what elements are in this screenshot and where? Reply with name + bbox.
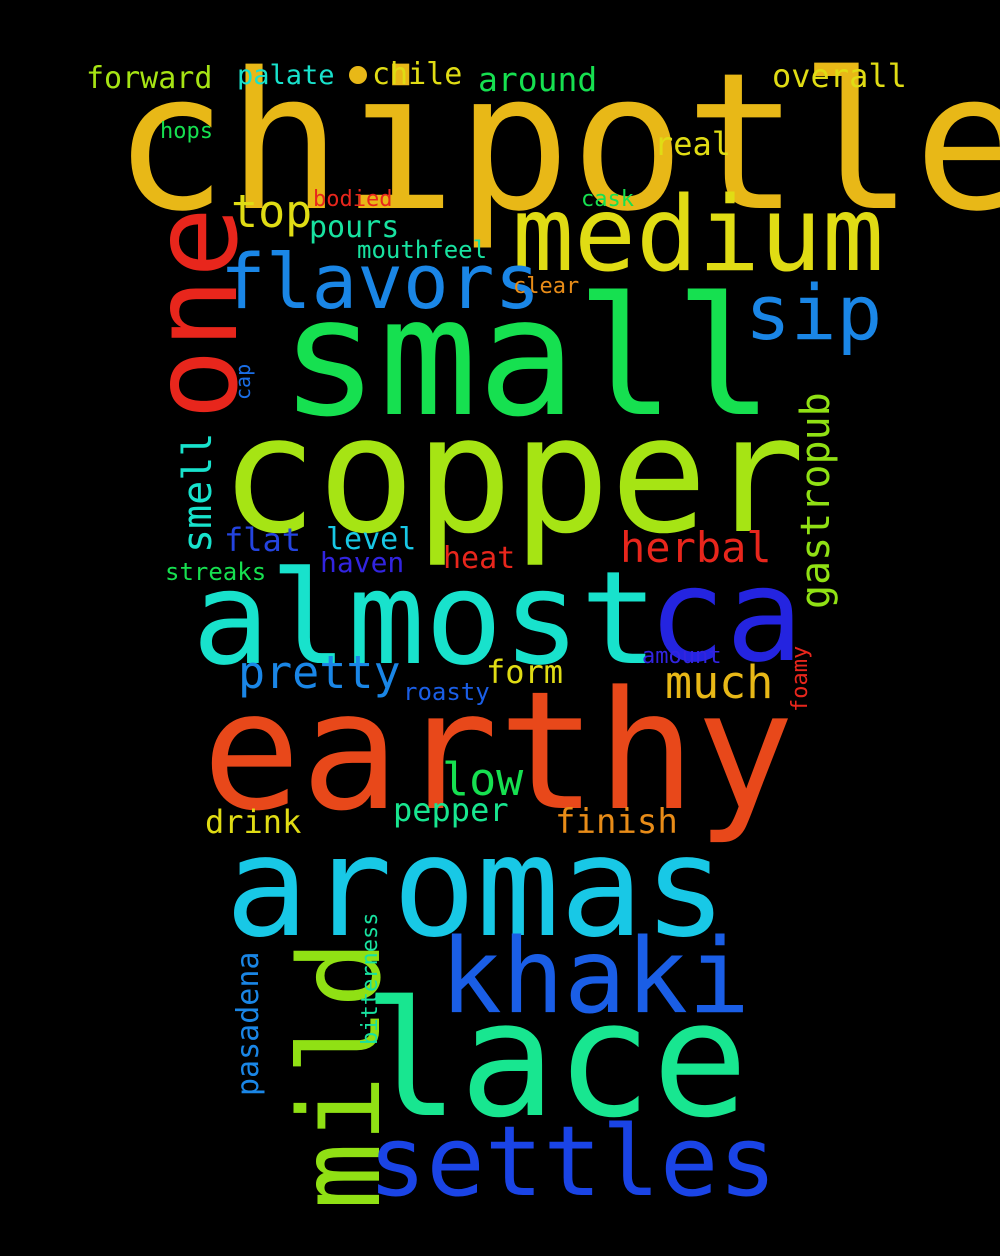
word-chipotle: chipotle — [113, 32, 1000, 253]
word-flavors: flavors — [220, 237, 541, 326]
word-palate: palate — [237, 60, 335, 91]
word-pours: pours — [309, 210, 400, 245]
word-streaks: streaks — [165, 558, 267, 586]
word-lace: lace — [363, 966, 749, 1153]
word-much: much — [665, 656, 774, 709]
word-heat: heat — [443, 541, 516, 576]
word-around: around — [478, 60, 598, 99]
word-mouthfeel: mouthfeel — [357, 236, 488, 264]
word-clear: clear — [513, 274, 580, 299]
dot-mark — [349, 66, 367, 84]
word-finish: finish — [555, 802, 678, 842]
word-foamy: foamy — [788, 645, 813, 712]
word-aromas: aromas — [225, 806, 728, 968]
word-pepper: pepper — [393, 791, 509, 829]
word-roasty: roasty — [403, 678, 490, 706]
word-medium: medium — [512, 175, 885, 295]
word-cask: cask — [581, 187, 634, 212]
word-earthy: earthy — [202, 656, 795, 847]
word-level: level — [326, 522, 417, 557]
word-real: real — [654, 125, 732, 163]
word-small: small — [280, 262, 774, 453]
word-bodied: bodied — [313, 187, 393, 212]
word-hops: hops — [160, 119, 213, 144]
word-amount: amount — [642, 644, 722, 669]
word-haven: haven — [320, 546, 405, 579]
word-pretty: pretty — [238, 646, 401, 699]
word-top: top — [231, 185, 313, 238]
word-ca: ca — [648, 541, 804, 691]
word-herbal: herbal — [620, 523, 772, 572]
word-drink: drink — [205, 803, 302, 841]
word-cap: cap — [231, 363, 255, 400]
word-low: low — [442, 753, 524, 806]
word-forward: forward — [86, 61, 213, 96]
word-overall: overall — [772, 57, 907, 95]
word-form: form — [486, 653, 564, 691]
word-chile: chile — [372, 57, 463, 92]
word-smell: smell — [175, 432, 221, 553]
word-copper: copper — [220, 382, 806, 570]
word-gastropub: gastropub — [793, 392, 839, 609]
word-almost: almost — [192, 544, 658, 694]
word-pasadena: pasadena — [231, 951, 266, 1097]
word-bitterness: bitterness — [358, 912, 383, 1045]
word-sip: sip — [745, 268, 883, 357]
word-khaki: khaki — [440, 917, 751, 1037]
word-settles: settles — [368, 1105, 777, 1218]
word-flat: flat — [224, 521, 302, 559]
